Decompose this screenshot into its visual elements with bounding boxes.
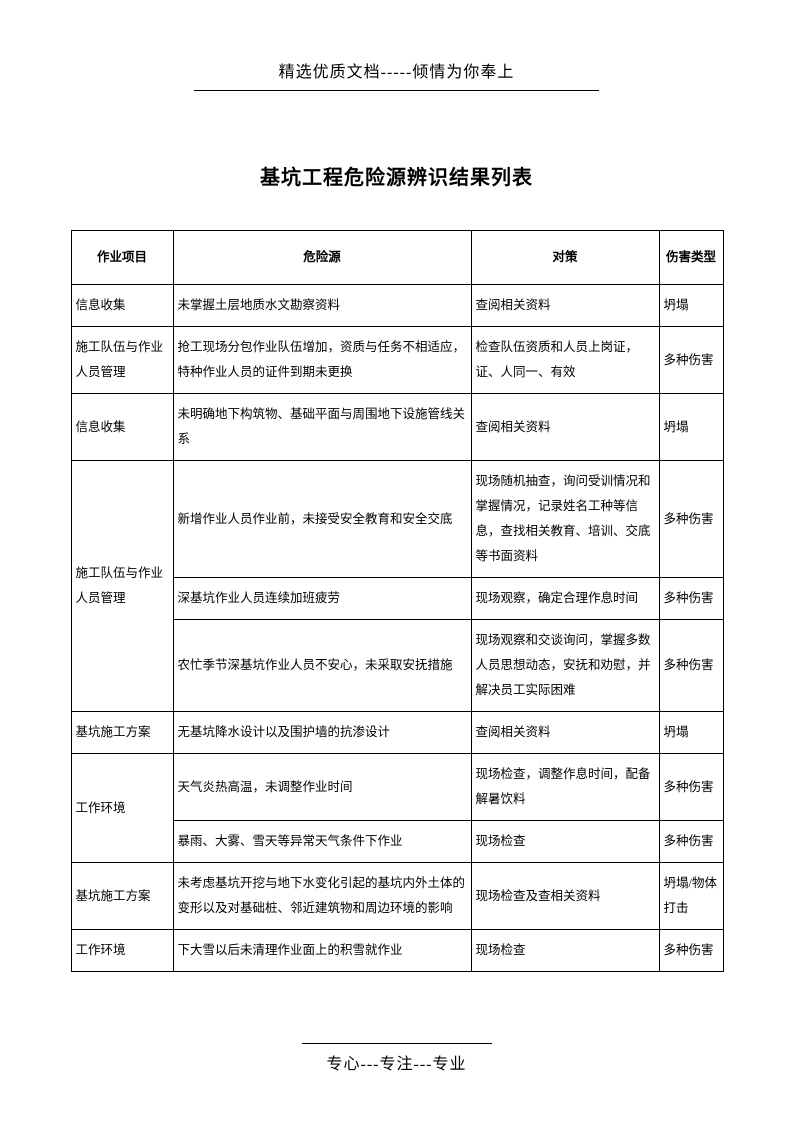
cell-countermeasure: 现场检查及查相关资料 xyxy=(471,863,659,930)
cell-project: 信息收集 xyxy=(71,285,173,327)
page-title: 基坑工程危险源辨识结果列表 xyxy=(0,161,793,190)
cell-hazard: 农忙季节深基坑作业人员不安心，未采取安抚措施 xyxy=(173,620,471,712)
cell-countermeasure: 检查队伍资质和人员上岗证，证、人同一、有效 xyxy=(471,327,659,394)
table-row: 工作环境下大雪以后未清理作业面上的积雪就作业现场检查多种伤害 xyxy=(71,930,723,972)
col-header-3: 对策 xyxy=(471,231,659,285)
header-underline xyxy=(194,90,599,91)
cell-harm-type: 坍塌/物体打击 xyxy=(659,863,723,930)
table-container: 作业项目 危险源 对策 伤害类型 信息收集未掌握土层地质水文勘察资料查阅相关资料… xyxy=(71,230,723,972)
table-row: 基坑施工方案无基坑降水设计以及围护墙的抗渗设计查阅相关资料坍塌 xyxy=(71,712,723,754)
col-header-4: 伤害类型 xyxy=(659,231,723,285)
page-footer: 专心---专注---专业 xyxy=(0,1043,793,1074)
cell-countermeasure: 现场检查，调整作息时间，配备解暑饮料 xyxy=(471,754,659,821)
cell-harm-type: 多种伤害 xyxy=(659,620,723,712)
page-header: 精选优质文档-----倾情为你奉上 xyxy=(0,0,793,91)
col-header-2: 危险源 xyxy=(173,231,471,285)
cell-hazard: 未考虑基坑开挖与地下水变化引起的基坑内外土体的变形以及对基础桩、邻近建筑物和周边… xyxy=(173,863,471,930)
table-row: 信息收集未掌握土层地质水文勘察资料查阅相关资料坍塌 xyxy=(71,285,723,327)
cell-harm-type: 坍塌 xyxy=(659,285,723,327)
cell-project: 工作环境 xyxy=(71,930,173,972)
cell-hazard: 下大雪以后未清理作业面上的积雪就作业 xyxy=(173,930,471,972)
cell-countermeasure: 查阅相关资料 xyxy=(471,394,659,461)
cell-hazard: 抢工现场分包作业队伍增加，资质与任务不相适应，特种作业人员的证件到期未更换 xyxy=(173,327,471,394)
cell-project: 施工队伍与作业人员管理 xyxy=(71,327,173,394)
cell-harm-type: 多种伤害 xyxy=(659,821,723,863)
cell-hazard: 未掌握土层地质水文勘察资料 xyxy=(173,285,471,327)
cell-countermeasure: 查阅相关资料 xyxy=(471,285,659,327)
cell-harm-type: 多种伤害 xyxy=(659,754,723,821)
cell-countermeasure: 现场观察，确定合理作息时间 xyxy=(471,578,659,620)
table-row: 施工队伍与作业人员管理新增作业人员作业前，未接受安全教育和安全交底现场随机抽查，… xyxy=(71,461,723,578)
hazard-table: 作业项目 危险源 对策 伤害类型 信息收集未掌握土层地质水文勘察资料查阅相关资料… xyxy=(71,230,724,972)
table-row: 工作环境天气炎热高温，未调整作业时间现场检查，调整作息时间，配备解暑饮料多种伤害 xyxy=(71,754,723,821)
table-row: 施工队伍与作业人员管理抢工现场分包作业队伍增加，资质与任务不相适应，特种作业人员… xyxy=(71,327,723,394)
cell-project: 工作环境 xyxy=(71,754,173,863)
table-row: 信息收集未明确地下构筑物、基础平面与周围地下设施管线关系查阅相关资料坍塌 xyxy=(71,394,723,461)
cell-countermeasure: 现场检查 xyxy=(471,821,659,863)
cell-harm-type: 坍塌 xyxy=(659,394,723,461)
cell-countermeasure: 查阅相关资料 xyxy=(471,712,659,754)
footer-underline xyxy=(302,1043,492,1044)
cell-harm-type: 坍塌 xyxy=(659,712,723,754)
cell-hazard: 未明确地下构筑物、基础平面与周围地下设施管线关系 xyxy=(173,394,471,461)
cell-hazard: 暴雨、大雾、雪天等异常天气条件下作业 xyxy=(173,821,471,863)
cell-harm-type: 多种伤害 xyxy=(659,461,723,578)
cell-project: 信息收集 xyxy=(71,394,173,461)
col-header-1: 作业项目 xyxy=(71,231,173,285)
cell-hazard: 天气炎热高温，未调整作业时间 xyxy=(173,754,471,821)
table-header-row: 作业项目 危险源 对策 伤害类型 xyxy=(71,231,723,285)
cell-hazard: 新增作业人员作业前，未接受安全教育和安全交底 xyxy=(173,461,471,578)
table-row: 基坑施工方案未考虑基坑开挖与地下水变化引起的基坑内外土体的变形以及对基础桩、邻近… xyxy=(71,863,723,930)
cell-harm-type: 多种伤害 xyxy=(659,930,723,972)
cell-harm-type: 多种伤害 xyxy=(659,578,723,620)
cell-project: 施工队伍与作业人员管理 xyxy=(71,461,173,712)
cell-hazard: 无基坑降水设计以及围护墙的抗渗设计 xyxy=(173,712,471,754)
footer-text: 专心---专注---专业 xyxy=(327,1056,467,1073)
cell-project: 基坑施工方案 xyxy=(71,712,173,754)
cell-hazard: 深基坑作业人员连续加班疲劳 xyxy=(173,578,471,620)
cell-harm-type: 多种伤害 xyxy=(659,327,723,394)
cell-countermeasure: 现场检查 xyxy=(471,930,659,972)
cell-project: 基坑施工方案 xyxy=(71,863,173,930)
table-body: 信息收集未掌握土层地质水文勘察资料查阅相关资料坍塌施工队伍与作业人员管理抢工现场… xyxy=(71,285,723,972)
header-text: 精选优质文档-----倾情为你奉上 xyxy=(279,64,515,81)
cell-countermeasure: 现场观察和交谈询问，掌握多数人员思想动态，安抚和劝慰，并解决员工实际困难 xyxy=(471,620,659,712)
cell-countermeasure: 现场随机抽查，询问受训情况和掌握情况，记录姓名工种等信息，查找相关教育、培训、交… xyxy=(471,461,659,578)
